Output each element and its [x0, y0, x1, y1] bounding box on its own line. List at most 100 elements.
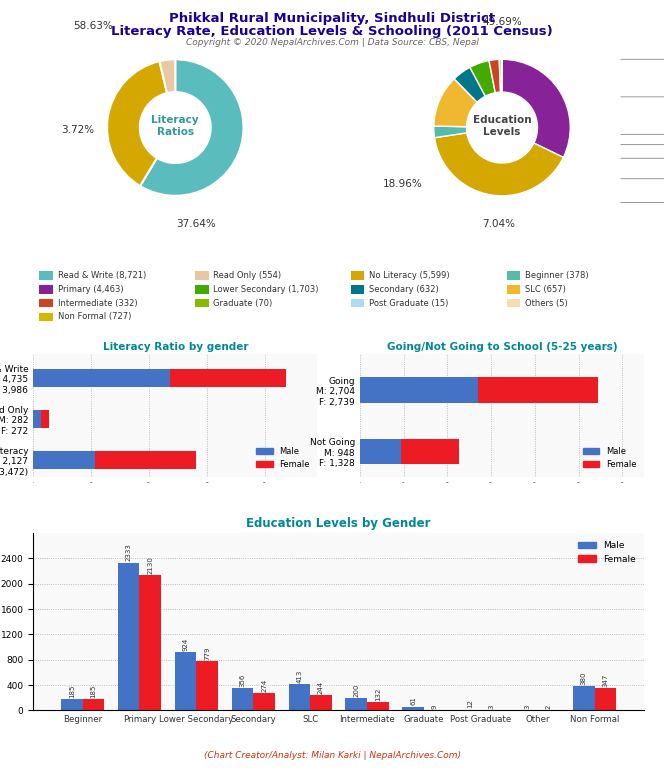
Bar	[195, 299, 208, 307]
Text: Education
Levels: Education Levels	[473, 115, 531, 137]
Text: Secondary (632): Secondary (632)	[369, 285, 439, 294]
Bar	[82, 699, 104, 710]
Title: Going/Not Going to School (5-25 years): Going/Not Going to School (5-25 years)	[386, 342, 618, 352]
Text: Intermediate (332): Intermediate (332)	[58, 299, 137, 308]
Text: 12: 12	[467, 700, 473, 709]
Text: Beginner (378): Beginner (378)	[525, 271, 588, 280]
Text: Others (5): Others (5)	[525, 299, 568, 308]
Wedge shape	[434, 133, 563, 196]
Text: 7.04%: 7.04%	[482, 219, 515, 229]
Text: Phikkal Rural Municipality, Sindhuli District: Phikkal Rural Municipality, Sindhuli Dis…	[169, 12, 495, 25]
Text: 2333: 2333	[125, 544, 131, 561]
Legend: Male, Female: Male, Female	[574, 538, 639, 568]
Text: 185: 185	[69, 684, 75, 697]
Bar	[402, 707, 424, 710]
Text: Literacy
Ratios: Literacy Ratios	[151, 115, 199, 137]
Bar	[118, 562, 139, 710]
Bar	[195, 285, 208, 293]
Text: Read & Write (8,721): Read & Write (8,721)	[58, 271, 146, 280]
Wedge shape	[140, 59, 244, 196]
Bar	[139, 575, 161, 710]
Text: 244: 244	[318, 680, 324, 694]
Bar	[478, 377, 598, 403]
Text: Graduate (70): Graduate (70)	[213, 299, 273, 308]
Bar	[507, 299, 520, 307]
Bar	[507, 285, 520, 293]
Text: 3: 3	[524, 704, 530, 709]
Text: 380: 380	[581, 672, 587, 685]
Bar	[39, 299, 52, 307]
Text: Non Formal (727): Non Formal (727)	[58, 313, 131, 322]
Text: Read Only (554): Read Only (554)	[213, 271, 282, 280]
Text: 2: 2	[546, 705, 552, 709]
Bar	[351, 299, 365, 307]
Wedge shape	[107, 61, 167, 186]
Text: SLC (657): SLC (657)	[525, 285, 566, 294]
Bar	[33, 410, 41, 428]
Bar	[360, 439, 402, 465]
Bar	[573, 687, 595, 710]
Text: 132: 132	[375, 687, 381, 701]
Text: 779: 779	[205, 647, 210, 660]
Text: Lower Secondary (1,703): Lower Secondary (1,703)	[213, 285, 319, 294]
Bar	[61, 699, 82, 710]
Bar	[175, 652, 197, 710]
Bar	[310, 695, 332, 710]
Text: 274: 274	[261, 679, 267, 692]
Text: Literacy Rate, Education Levels & Schooling (2011 Census): Literacy Rate, Education Levels & School…	[111, 25, 553, 38]
Bar	[253, 693, 275, 710]
Bar	[595, 688, 616, 710]
Bar	[41, 410, 49, 428]
Text: 3.72%: 3.72%	[62, 124, 94, 134]
Text: 413: 413	[296, 670, 302, 683]
Text: 58.63%: 58.63%	[74, 21, 114, 31]
Text: 49.69%: 49.69%	[482, 17, 522, 27]
Bar	[171, 369, 286, 386]
Bar	[95, 452, 195, 468]
Bar	[507, 271, 520, 280]
Text: Primary (4,463): Primary (4,463)	[58, 285, 124, 294]
Bar	[351, 271, 365, 280]
Bar	[232, 688, 253, 710]
Text: 61: 61	[410, 697, 416, 705]
Wedge shape	[434, 79, 477, 127]
Bar	[39, 271, 52, 280]
Text: 2130: 2130	[147, 556, 153, 574]
Text: 924: 924	[183, 637, 189, 650]
Text: Post Graduate (15): Post Graduate (15)	[369, 299, 449, 308]
Text: 356: 356	[240, 674, 246, 687]
Text: No Literacy (5,599): No Literacy (5,599)	[369, 271, 450, 280]
Text: 185: 185	[90, 684, 96, 697]
Bar	[367, 702, 388, 710]
Wedge shape	[489, 59, 501, 93]
Title: Literacy Ratio by gender: Literacy Ratio by gender	[102, 342, 248, 352]
Bar	[402, 439, 459, 465]
Text: 347: 347	[602, 674, 608, 687]
Bar	[33, 369, 171, 386]
Bar	[345, 697, 367, 710]
Bar	[39, 285, 52, 293]
Wedge shape	[434, 126, 467, 137]
Title: Education Levels by Gender: Education Levels by Gender	[246, 518, 431, 531]
Text: 3: 3	[489, 704, 495, 709]
Wedge shape	[502, 59, 570, 157]
Text: (Chart Creator/Analyst: Milan Karki | NepalArchives.Com): (Chart Creator/Analyst: Milan Karki | Ne…	[203, 751, 461, 760]
Wedge shape	[454, 68, 485, 102]
Bar	[360, 377, 478, 403]
Bar	[33, 452, 95, 468]
Wedge shape	[470, 61, 495, 96]
Text: 200: 200	[353, 684, 359, 697]
Wedge shape	[159, 59, 175, 93]
Bar	[197, 661, 218, 710]
Text: 37.64%: 37.64%	[176, 219, 216, 229]
Text: 18.96%: 18.96%	[383, 179, 423, 189]
Legend: Male, Female: Male, Female	[580, 444, 640, 472]
Bar	[351, 285, 365, 293]
Bar	[289, 684, 310, 710]
Bar	[39, 313, 52, 321]
Text: Copyright © 2020 NepalArchives.Com | Data Source: CBS, Nepal: Copyright © 2020 NepalArchives.Com | Dat…	[185, 38, 479, 47]
Wedge shape	[499, 59, 502, 92]
Bar	[195, 271, 208, 280]
Text: 9: 9	[432, 704, 438, 709]
Legend: Male, Female: Male, Female	[253, 444, 313, 472]
